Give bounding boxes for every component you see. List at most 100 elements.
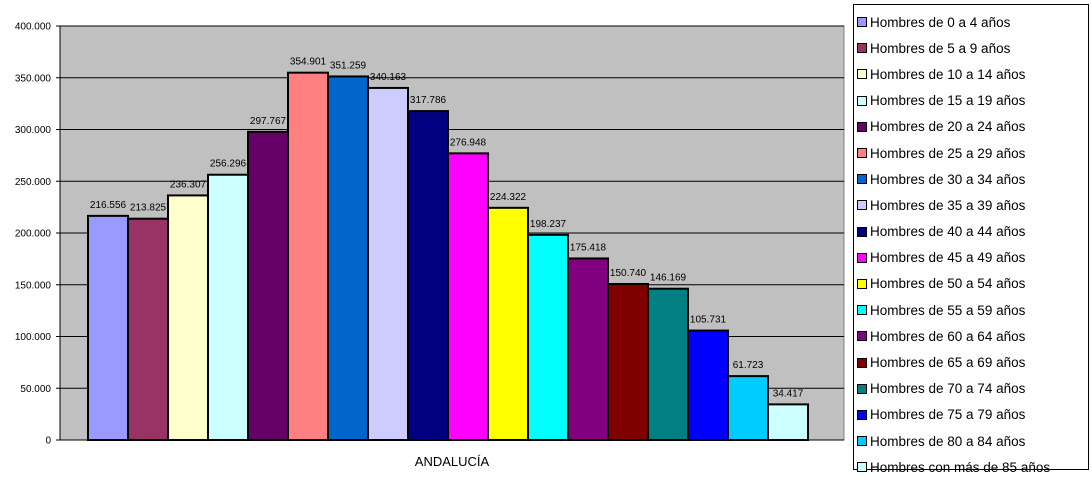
legend-item: Hombres de 60 a 64 años (857, 323, 1088, 349)
legend-swatch (857, 174, 867, 185)
y-tick-label: 350.000 (15, 73, 52, 84)
legend-item: Hombres de 10 a 14 años (857, 61, 1088, 87)
legend-label: Hombres de 55 a 59 años (870, 302, 1026, 318)
y-tick-label: 300.000 (15, 125, 52, 136)
legend-item: Hombres de 30 a 34 años (857, 166, 1088, 192)
data-label: 256.296 (210, 159, 247, 170)
data-label: 105.731 (690, 315, 727, 326)
legend-label: Hombres de 50 a 54 años (870, 276, 1026, 292)
legend-swatch (857, 278, 867, 289)
legend-label: Hombres de 60 a 64 años (870, 328, 1026, 344)
legend-item: Hombres con más de 85 años (857, 454, 1088, 480)
bar (87, 214, 129, 441)
legend-swatch (857, 331, 867, 342)
legend-label: Hombres de 65 a 69 años (870, 355, 1026, 371)
bar (527, 233, 569, 441)
bar (127, 217, 169, 441)
data-label: 351.259 (330, 60, 367, 71)
bar (727, 375, 769, 442)
legend-item: Hombres de 40 a 44 años (857, 219, 1088, 245)
legend-swatch (857, 200, 867, 211)
bar (567, 257, 609, 442)
legend-label: Hombres de 15 a 19 años (870, 93, 1026, 109)
legend-label: Hombres de 25 a 29 años (870, 145, 1026, 161)
legend-label: Hombres de 40 a 44 años (870, 224, 1026, 240)
legend-label: Hombres de 80 a 84 años (870, 433, 1026, 449)
data-label: 216.556 (90, 200, 127, 211)
data-label: 146.169 (650, 273, 687, 284)
legend-label: Hombres de 75 a 79 años (870, 407, 1026, 423)
legend-swatch (857, 436, 867, 447)
data-label: 276.948 (450, 137, 487, 148)
bar (447, 152, 489, 441)
legend-item: Hombres de 65 a 69 años (857, 349, 1088, 375)
legend-item: Hombres de 5 a 9 años (857, 35, 1088, 61)
legend-swatch (857, 226, 867, 237)
legend-item: Hombres de 75 a 79 años (857, 402, 1088, 428)
bar (607, 282, 649, 441)
legend-swatch (857, 357, 867, 368)
legend-label: Hombres con más de 85 años (870, 459, 1051, 475)
legend-item: Hombres de 15 a 19 años (857, 88, 1088, 114)
data-label: 224.322 (490, 192, 527, 203)
legend-item: Hombres de 55 a 59 años (857, 297, 1088, 323)
data-label: 354.901 (290, 57, 327, 68)
legend-swatch (857, 148, 867, 159)
y-tick-label: 400.000 (15, 22, 52, 33)
legend-swatch (857, 305, 867, 316)
data-label: 175.418 (570, 242, 607, 253)
y-tick-label: 0 (45, 436, 51, 447)
legend-item: Hombres de 70 a 74 años (857, 376, 1088, 402)
legend-label: Hombres de 30 a 34 años (870, 171, 1026, 187)
legend-label: Hombres de 5 a 9 años (870, 40, 1011, 56)
legend-swatch (857, 95, 867, 106)
data-label: 61.723 (733, 360, 764, 371)
bar (767, 403, 809, 442)
legend-swatch (857, 121, 867, 132)
legend-label: Hombres de 45 a 49 años (870, 250, 1026, 266)
legend-item: Hombres de 25 a 29 años (857, 140, 1088, 166)
bar (407, 110, 449, 441)
y-tick-label: 50.000 (20, 384, 51, 395)
bar (287, 71, 329, 442)
legend-label: Hombres de 10 a 14 años (870, 66, 1026, 82)
bar (367, 86, 409, 441)
bar (647, 287, 689, 441)
legend-label: Hombres de 70 a 74 años (870, 381, 1026, 397)
legend-swatch (857, 462, 867, 473)
bar (247, 130, 289, 441)
bar (167, 194, 209, 441)
legend-item: Hombres de 0 a 4 años (857, 9, 1088, 35)
data-label: 317.786 (410, 95, 447, 106)
bar (207, 173, 249, 441)
y-tick-label: 150.000 (15, 280, 52, 291)
legend-item: Hombres de 35 a 39 años (857, 192, 1088, 218)
data-label: 340.163 (370, 72, 407, 83)
legend-item: Hombres de 20 a 24 años (857, 114, 1088, 140)
legend-swatch (857, 17, 867, 28)
legend-label: Hombres de 0 a 4 años (870, 14, 1011, 30)
data-label: 236.307 (170, 179, 207, 190)
legend-swatch (857, 383, 867, 394)
legend-label: Hombres de 35 a 39 años (870, 197, 1026, 213)
bar-chart: 0 50.000 100.000 150.000 200.000 250.000 300.0… (15, 22, 845, 469)
data-label: 198.237 (530, 219, 567, 230)
legend-label: Hombres de 20 a 24 años (870, 119, 1026, 135)
data-label: 150.740 (610, 268, 647, 279)
legend-item: Hombres de 80 a 84 años (857, 428, 1088, 454)
y-tick-label: 250.000 (15, 177, 52, 188)
bar (487, 206, 529, 441)
legend-swatch (857, 409, 867, 420)
data-label: 213.825 (130, 203, 167, 214)
legend-swatch (857, 69, 867, 80)
data-label: 34.417 (773, 388, 804, 399)
data-label: 297.767 (250, 116, 287, 127)
legend-item: Hombres de 50 a 54 años (857, 271, 1088, 297)
legend-item: Hombres de 45 a 49 años (857, 245, 1088, 271)
chart-legend: Hombres de 0 a 4 años Hombres de 5 a 9 añ… (853, 4, 1089, 475)
x-axis-category-label: ANDALUCÍA (415, 454, 490, 469)
legend-swatch (857, 252, 867, 263)
y-tick-label: 200.000 (15, 229, 52, 240)
y-tick-label: 100.000 (15, 332, 52, 343)
legend-swatch (857, 43, 867, 54)
